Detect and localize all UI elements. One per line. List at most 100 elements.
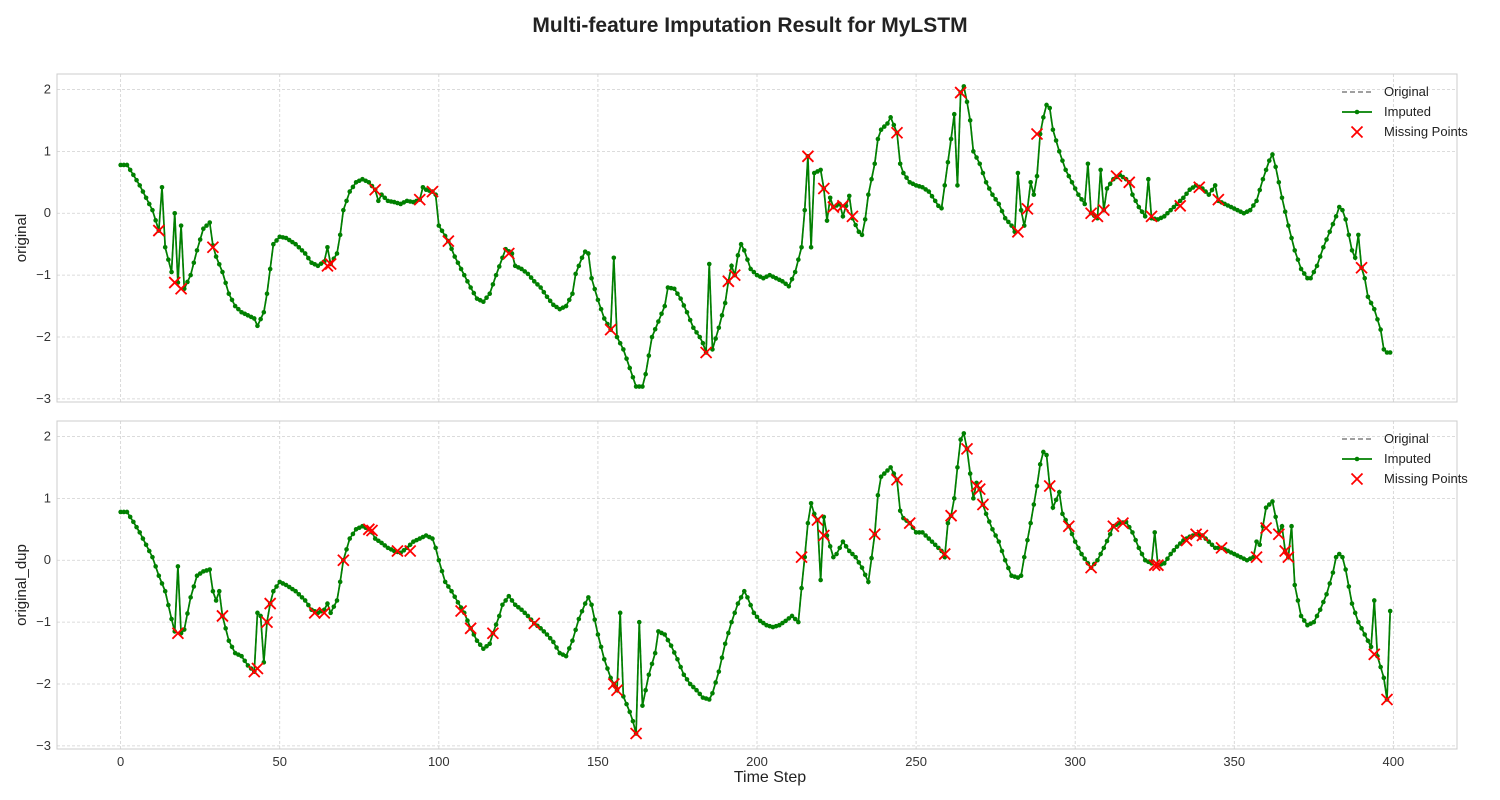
imputed-point [986, 186, 992, 191]
imputed-point [945, 520, 951, 526]
imputed-point [1072, 186, 1078, 191]
imputed-point [178, 223, 184, 228]
missing-point-marker [1011, 225, 1025, 238]
imputed-point [407, 542, 413, 548]
missing-point-marker [1215, 541, 1228, 555]
imputed-point [541, 629, 547, 634]
imputed-point [169, 616, 174, 622]
imputed-point [420, 184, 426, 190]
imputed-point [500, 602, 505, 608]
imputed-point [1311, 269, 1317, 275]
imputed-point [296, 591, 302, 597]
imputed-point [172, 210, 178, 216]
imputed-point [662, 632, 668, 637]
imputed-point [1146, 176, 1151, 182]
imputed-point [684, 309, 690, 315]
missing-point-marker [1097, 204, 1110, 217]
imputed-point [1031, 192, 1037, 197]
imputed-point [878, 474, 884, 480]
missing-point-marker [811, 513, 824, 527]
imputed-point [853, 554, 858, 560]
imputed-point [843, 544, 849, 549]
imputed-point [652, 326, 658, 332]
imputed-point [334, 251, 340, 256]
imputed-point [1006, 565, 1011, 571]
imputed-point [741, 248, 747, 253]
imputed-point [146, 201, 152, 207]
plot-area [118, 430, 1394, 740]
y-tick-label: 0 [44, 205, 51, 220]
imputed-point [1321, 599, 1326, 605]
imputed-point [1031, 502, 1037, 507]
imputed-point [449, 588, 454, 594]
imputed-point [306, 255, 311, 261]
imputed-point [659, 311, 664, 317]
imputed-point [789, 613, 795, 619]
imputed-point [528, 275, 534, 280]
imputed-point [1289, 523, 1294, 529]
imputed-point [490, 282, 496, 287]
imputed-point [347, 536, 353, 541]
imputed-point [592, 286, 598, 292]
imputed-point [652, 650, 658, 656]
imputed-point [1266, 158, 1272, 163]
imputed-point [1101, 545, 1107, 551]
imputed-point [461, 272, 467, 278]
imputed-point [955, 465, 960, 470]
original-series-line [120, 83, 1391, 388]
imputed-point [430, 536, 435, 541]
imputed-point [143, 542, 149, 548]
imputed-series-line [120, 83, 1391, 388]
imputed-point [137, 183, 143, 188]
imputed-point [856, 229, 862, 235]
imputed-point [576, 263, 582, 269]
imputed-point [1330, 570, 1336, 575]
imputed-point [671, 650, 677, 655]
imputed-point [1021, 554, 1027, 560]
imputed-point [990, 192, 995, 197]
imputed-point [885, 121, 890, 126]
x-tick-label: 0 [117, 754, 124, 769]
missing-point-marker [817, 182, 830, 195]
imputed-point [1352, 255, 1358, 261]
imputed-point [891, 122, 897, 128]
y-tick-label: 0 [44, 552, 51, 567]
imputed-point [888, 465, 893, 470]
imputed-point [220, 269, 225, 275]
imputed-point [700, 340, 706, 346]
imputed-point [1209, 187, 1215, 193]
imputed-point [554, 645, 559, 650]
imputed-point [646, 672, 652, 678]
imputed-point [827, 195, 833, 201]
imputed-point [493, 622, 499, 627]
imputed-point [210, 588, 216, 594]
imputed-point [939, 205, 944, 211]
imputed-point [601, 316, 607, 321]
imputed-point [920, 530, 925, 535]
imputed-point [223, 280, 228, 286]
imputed-point [1072, 539, 1078, 544]
imputed-point [255, 610, 260, 616]
imputed-point [1002, 557, 1008, 563]
imputed-point [274, 238, 279, 243]
imputed-point [1076, 192, 1081, 197]
missing-point-marker [324, 257, 337, 271]
imputed-point [1311, 619, 1317, 625]
missing-point-marker [464, 622, 477, 635]
imputed-point [888, 115, 893, 120]
imputed-point [729, 619, 734, 625]
imputed-point [1006, 219, 1011, 225]
imputed-point [706, 261, 712, 267]
imputed-point [901, 515, 906, 521]
imputed-point [923, 533, 928, 538]
x-tick-label: 50 [272, 754, 286, 769]
imputed-point [694, 687, 699, 693]
imputed-point [134, 524, 139, 530]
imputed-point [926, 536, 932, 541]
imputed-point [869, 555, 874, 561]
imputed-point [1349, 601, 1355, 606]
imputed-point [789, 276, 795, 282]
imputed-point [1276, 180, 1282, 185]
imputed-point [1028, 520, 1033, 526]
imputed-point [1063, 167, 1068, 173]
